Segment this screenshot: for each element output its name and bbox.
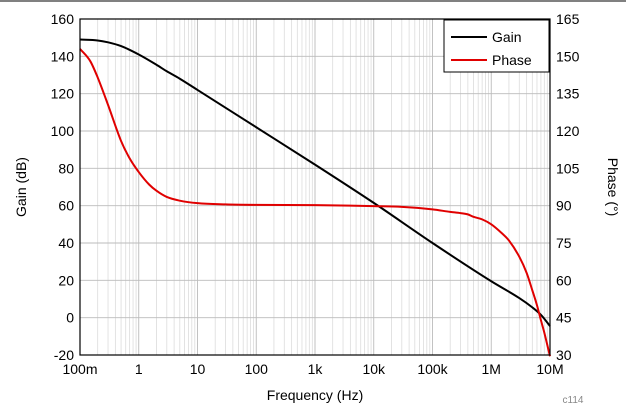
y-left-tick-label: 60 [58, 198, 74, 214]
x-tick-labels: 100m 1 10 100 1k 10k 100k 1M 10M [62, 361, 563, 377]
y-left-tick-label: 140 [51, 48, 75, 64]
y-left-tick-label: -20 [54, 347, 74, 363]
series-layer [79, 38, 551, 357]
x-tick-label: 10k [362, 361, 386, 377]
legend: Gain Phase [443, 19, 550, 73]
x-tick-label: 100k [417, 361, 448, 377]
y-right-tick-label: 150 [556, 48, 580, 64]
plot-frame [79, 18, 551, 356]
x-tick-label: 10M [536, 361, 563, 377]
y-right-tick-label: 75 [556, 235, 572, 251]
x-tick-label: 1 [135, 361, 143, 377]
x-tick-label: 1M [482, 361, 501, 377]
series-line-phase [79, 48, 551, 357]
y-right-tick-labels: 30 45 60 75 90 105 120 135 150 165 [556, 11, 580, 363]
y-right-tick-label: 105 [556, 160, 580, 176]
y-left-tick-label: 120 [51, 86, 75, 102]
y-left-tick-label: 0 [66, 310, 74, 326]
y-right-tick-label: 135 [556, 86, 580, 102]
y-left-tick-label: 160 [51, 11, 75, 27]
y-left-axis-title: Gain (dB) [13, 157, 29, 217]
y-right-tick-label: 120 [556, 123, 580, 139]
x-tick-label: 100 [245, 361, 269, 377]
x-tick-label: 10 [190, 361, 206, 377]
legend-box [443, 19, 550, 73]
x-tick-label: 100m [62, 361, 97, 377]
y-left-tick-label: 100 [51, 123, 75, 139]
x-axis-title: Frequency (Hz) [267, 387, 363, 403]
legend-label-gain: Gain [492, 29, 522, 45]
series-line-gain [79, 38, 551, 327]
y-left-tick-label: 20 [58, 272, 74, 288]
y-right-axis-title: Phase (°) [605, 158, 621, 217]
y-right-tick-label: 165 [556, 11, 580, 27]
y-right-tick-label: 90 [556, 198, 572, 214]
figure-code: c114 [563, 395, 584, 406]
y-right-tick-label: 60 [556, 272, 572, 288]
legend-label-phase: Phase [492, 52, 532, 68]
y-left-tick-labels: -20 0 20 40 60 80 100 120 140 160 [51, 11, 75, 363]
x-tick-label: 1k [308, 361, 324, 377]
y-left-tick-label: 40 [58, 235, 74, 251]
y-left-tick-label: 80 [58, 160, 74, 176]
y-right-tick-label: 30 [556, 347, 572, 363]
y-right-tick-label: 45 [556, 310, 572, 326]
